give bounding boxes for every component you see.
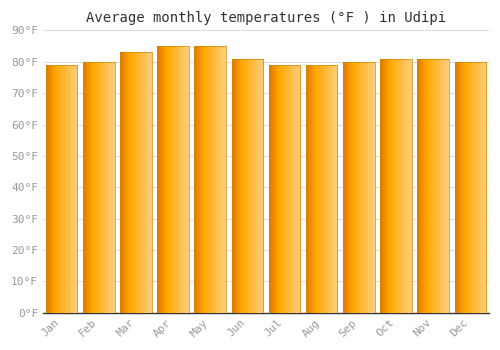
Title: Average monthly temperatures (°F ) in Udipi: Average monthly temperatures (°F ) in Ud… bbox=[86, 11, 446, 25]
